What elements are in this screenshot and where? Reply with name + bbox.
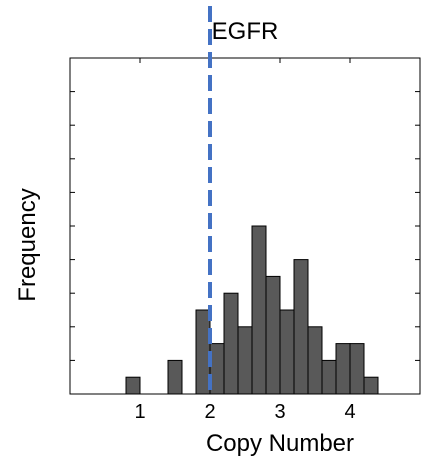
histogram-bar-0 bbox=[125, 376, 141, 395]
y-axis-label: Frequency bbox=[14, 188, 41, 301]
histogram-bar-13 bbox=[349, 343, 365, 395]
histogram-bar-6 bbox=[251, 225, 267, 395]
histogram-bar-3 bbox=[209, 343, 225, 395]
histogram-bar-1 bbox=[167, 359, 183, 395]
histogram-bar-2 bbox=[195, 309, 211, 395]
axis-ticks bbox=[70, 58, 420, 394]
histogram-bar-14 bbox=[363, 376, 379, 395]
x-tick-label-0: 1 bbox=[134, 401, 145, 423]
histogram-bar-7 bbox=[265, 275, 281, 395]
histogram-bar-11 bbox=[321, 359, 337, 395]
x-axis-label: Copy Number bbox=[206, 430, 354, 457]
x-tick-label-2: 3 bbox=[274, 401, 285, 423]
histogram-bar-8 bbox=[279, 309, 295, 395]
histogram-bar-5 bbox=[237, 326, 253, 395]
histogram-bar-4 bbox=[223, 292, 239, 395]
x-tick-label-1: 2 bbox=[204, 401, 215, 423]
chart-title: EGFR bbox=[212, 18, 279, 45]
x-tick-labels: 1 2 3 4 bbox=[134, 401, 355, 423]
x-tick-label-3: 4 bbox=[344, 401, 355, 423]
histogram-bar-10 bbox=[307, 326, 323, 395]
histogram-bar-9 bbox=[293, 259, 309, 395]
histogram-bar-12 bbox=[335, 343, 351, 395]
